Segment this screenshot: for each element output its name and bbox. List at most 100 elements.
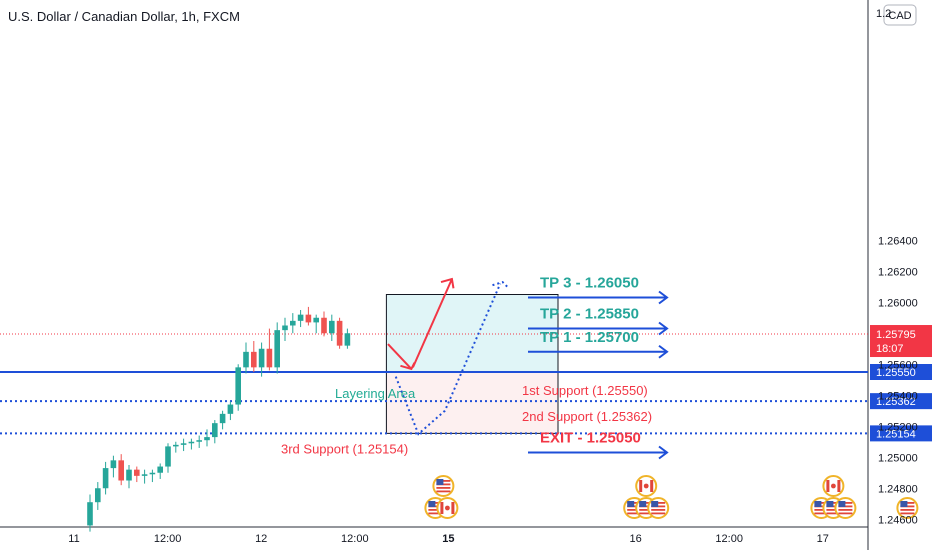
y-tick-partial: 1.2 xyxy=(876,8,891,20)
candle-body xyxy=(274,330,280,368)
candle-body xyxy=(188,441,195,444)
flag-stripe xyxy=(826,512,841,515)
rally-line xyxy=(412,278,453,368)
flag-band xyxy=(826,480,830,492)
candle-body xyxy=(165,446,171,467)
take-profit-label: TP 3 - 1.26050 xyxy=(540,275,639,292)
candle-body xyxy=(204,437,210,441)
flag-canton xyxy=(639,501,647,507)
flag-stripe xyxy=(436,490,451,493)
candles-layer xyxy=(87,306,351,532)
flag-stripe xyxy=(814,509,829,511)
exit-label: EXIT - 1.25050 xyxy=(540,430,641,447)
level-price-tag xyxy=(870,393,932,410)
take-profit-label: TP 2 - 1.25850 xyxy=(540,306,639,323)
y-tick-label: 1.26400 xyxy=(878,235,918,247)
candle-body xyxy=(134,469,140,476)
support-label: 1st Support (1.25550) xyxy=(522,383,648,398)
current-price-countdown: 18:07 xyxy=(876,343,904,355)
us-event-icon[interactable] xyxy=(896,497,919,519)
candle-body xyxy=(157,466,163,473)
ca-event-icon[interactable] xyxy=(822,475,845,497)
target-arrowhead xyxy=(658,445,669,460)
flag-canton xyxy=(627,501,635,507)
candle-body xyxy=(118,460,124,481)
candle-body xyxy=(95,488,101,503)
x-tick-label: 12 xyxy=(255,533,267,545)
x-tick-label: 12:00 xyxy=(154,533,182,545)
layering-zone-box xyxy=(385,371,559,434)
y-tick-label: 1.26200 xyxy=(878,266,918,278)
level-price-tag xyxy=(870,425,932,442)
target-arrowhead xyxy=(658,344,669,359)
event-icons-layer xyxy=(424,475,919,519)
flag-canton xyxy=(900,501,908,507)
flag-stripe xyxy=(900,509,915,511)
maple-leaf xyxy=(643,483,649,489)
ca-event-icon[interactable] xyxy=(436,497,459,519)
layering-area-label: Layering Area xyxy=(335,386,416,401)
layering-path xyxy=(394,283,502,436)
flag-stripe xyxy=(627,512,642,515)
candle-body xyxy=(266,348,273,368)
support-label: 3rd Support (1.25154) xyxy=(281,441,408,456)
y-tick-label: 1.25600 xyxy=(878,359,918,371)
flag-stripe xyxy=(428,509,443,511)
candle-body xyxy=(258,348,265,368)
candle-body xyxy=(227,404,234,414)
candle-body xyxy=(196,440,202,442)
support-label: 2nd Support (1.25362) xyxy=(522,409,652,424)
flag-canton xyxy=(651,501,659,507)
current-price-tag xyxy=(870,325,932,358)
flag-stripe xyxy=(639,509,654,511)
candle-body xyxy=(173,444,179,447)
candle-body xyxy=(235,367,241,405)
flag-band xyxy=(650,480,654,492)
us-event-icon[interactable] xyxy=(647,497,670,519)
candle-body xyxy=(126,469,132,481)
flag-stripe xyxy=(900,512,915,515)
candle-body xyxy=(313,317,319,323)
candle-body xyxy=(180,443,187,445)
flag-stripe xyxy=(814,512,829,515)
pullback-line xyxy=(387,343,413,370)
maple-leaf xyxy=(831,483,836,489)
layering-path-arrowhead xyxy=(492,280,510,290)
y-tick-label: 1.24600 xyxy=(878,514,918,526)
candle-body xyxy=(141,474,148,476)
candle-body xyxy=(297,314,304,321)
axis-layer: 1.26400 1.26200 1.26000 1.25600 1.25400 1.252… xyxy=(68,235,917,545)
currency-button[interactable]: CAD xyxy=(883,4,917,26)
level-price-tag-label: 1.25362 xyxy=(876,396,916,408)
target-arrowhead xyxy=(658,321,669,336)
candle-body xyxy=(290,320,296,326)
candle-body xyxy=(102,468,109,489)
flag-canton xyxy=(838,501,846,507)
y-tick-label: 1.26000 xyxy=(878,297,918,309)
flag-stripe xyxy=(639,512,654,515)
y-tick-label: 1.25200 xyxy=(878,421,918,433)
us-event-icon[interactable] xyxy=(834,497,857,519)
y-tick-label: 1.25000 xyxy=(878,452,918,464)
us-event-icon[interactable] xyxy=(432,475,455,497)
flag-stripe xyxy=(838,512,853,515)
candle-body xyxy=(282,325,288,331)
level-price-tag-label: 1.25154 xyxy=(876,428,916,440)
candle-body xyxy=(219,413,226,424)
candle-body xyxy=(149,472,156,475)
flag-band xyxy=(440,502,444,514)
ca-event-icon[interactable] xyxy=(635,475,658,497)
x-tick-label: 12:00 xyxy=(341,533,369,545)
level-price-tag-label: 1.25550 xyxy=(876,367,916,379)
candle-body xyxy=(243,351,249,368)
x-tick-label: 15 xyxy=(442,533,454,545)
x-tick-label: 12:00 xyxy=(715,533,743,545)
flag-stripe xyxy=(826,509,841,511)
y-tick-label: 1.25400 xyxy=(878,390,918,402)
flag-band xyxy=(837,480,841,492)
price-scale-area[interactable] xyxy=(868,0,932,550)
flag-canton xyxy=(826,501,834,507)
take-profit-label: TP 1 - 1.25700 xyxy=(540,329,639,346)
